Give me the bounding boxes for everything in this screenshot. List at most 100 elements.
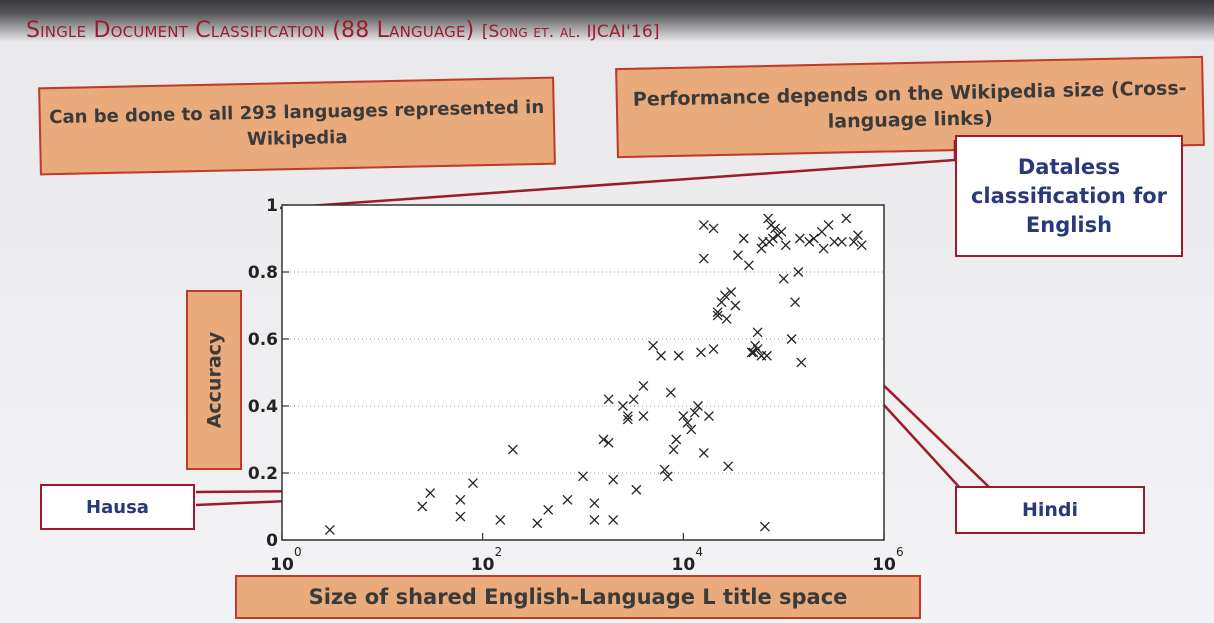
- data-point: [726, 287, 737, 298]
- data-point: [698, 220, 709, 231]
- data-point: [682, 417, 693, 428]
- data-point: [696, 347, 706, 358]
- data-point: [778, 273, 789, 284]
- data-point: [417, 501, 428, 512]
- data-point: [617, 401, 628, 411]
- data-point: [698, 253, 709, 264]
- data-point: [763, 213, 774, 224]
- data-point: [720, 290, 730, 301]
- y-axis-label: Accuracy: [203, 331, 226, 429]
- data-point: [578, 471, 588, 482]
- data-point: [790, 297, 801, 308]
- data-point: [708, 223, 719, 234]
- plot-area: [281, 204, 885, 541]
- data-point: [759, 521, 770, 532]
- data-point: [743, 260, 754, 271]
- x-tick-label: 10: [270, 555, 294, 575]
- data-point: [780, 240, 791, 251]
- data-point: [829, 236, 840, 247]
- slide-title: Single Document Classification (88 Langu…: [26, 18, 660, 43]
- data-point: [752, 344, 763, 355]
- x-tick-label: 10: [471, 555, 495, 575]
- data-point: [716, 297, 727, 308]
- y-tick-label: 0.4: [248, 397, 278, 417]
- data-point: [804, 236, 815, 247]
- data-point: [543, 504, 554, 515]
- english-connector: [279, 140, 957, 210]
- data-point: [746, 347, 757, 358]
- y-tick-label: 0.8: [248, 263, 278, 283]
- data-point: [708, 344, 719, 355]
- data-point: [589, 498, 600, 509]
- callout-dataless-english: Dataless classification for English: [955, 135, 1183, 257]
- data-point: [603, 394, 614, 405]
- data-point: [324, 524, 335, 535]
- data-points: [324, 213, 867, 535]
- data-point: [752, 327, 763, 338]
- data-point: [648, 340, 659, 351]
- data-point: [761, 350, 772, 361]
- data-point: [836, 236, 847, 247]
- data-point: [770, 223, 780, 234]
- slide-title-main: Single Document Classification (88 Langu…: [26, 18, 475, 43]
- data-point: [796, 357, 807, 368]
- data-point: [638, 411, 649, 422]
- data-point: [786, 334, 797, 344]
- data-point: [507, 444, 518, 455]
- data-point: [467, 478, 478, 489]
- y-axis-label-box: Accuracy: [186, 290, 242, 470]
- data-point: [455, 494, 466, 505]
- data-point: [631, 484, 642, 495]
- data-point: [776, 226, 787, 237]
- data-point: [671, 434, 682, 445]
- data-point: [703, 411, 714, 422]
- data-point: [603, 437, 614, 448]
- y-tick-label: 0: [266, 531, 278, 551]
- data-point: [712, 310, 723, 321]
- data-point: [689, 407, 700, 418]
- data-point: [721, 313, 732, 324]
- data-point: [856, 240, 867, 251]
- slide-title-citation: [Song et. al. IJCAI'16]: [481, 22, 660, 42]
- data-point: [455, 511, 466, 522]
- y-tick-label: 1: [266, 196, 278, 216]
- data-point: [732, 250, 743, 261]
- x-tick-label: 10: [671, 555, 695, 575]
- y-tick-label: 0.6: [248, 330, 278, 350]
- data-point: [608, 514, 619, 525]
- data-point: [852, 230, 863, 241]
- data-point: [698, 447, 709, 458]
- data-point: [793, 267, 804, 277]
- data-point: [662, 471, 673, 482]
- x-tick-exponent: 0: [294, 545, 302, 559]
- data-point: [678, 411, 689, 422]
- data-point: [589, 514, 600, 525]
- x-axis-label-box: Size of shared English-Language L title …: [235, 575, 921, 619]
- x-tick-exponent: 4: [695, 545, 703, 559]
- data-point: [659, 464, 670, 475]
- x-tick-exponent: 2: [495, 545, 503, 559]
- data-point: [665, 387, 676, 398]
- callout-hausa: Hausa: [40, 484, 195, 530]
- data-point: [823, 220, 834, 231]
- data-point: [730, 300, 741, 311]
- data-point: [686, 424, 697, 435]
- y-axis-ticks: 0 0.2 0.4 0.6 0.8 1: [248, 196, 289, 551]
- data-point: [841, 213, 852, 224]
- data-point: [673, 350, 684, 361]
- data-point: [622, 414, 633, 425]
- data-point: [656, 350, 667, 361]
- data-point: [723, 461, 734, 472]
- data-point: [668, 444, 679, 455]
- y-tick-label: 0.2: [248, 464, 278, 484]
- data-point: [767, 233, 778, 244]
- data-point: [532, 518, 543, 529]
- data-point: [628, 394, 639, 405]
- data-point: [598, 434, 609, 445]
- data-point: [808, 233, 819, 244]
- data-point: [818, 243, 829, 254]
- data-point: [794, 233, 805, 244]
- data-point: [848, 236, 859, 247]
- data-point: [638, 380, 649, 391]
